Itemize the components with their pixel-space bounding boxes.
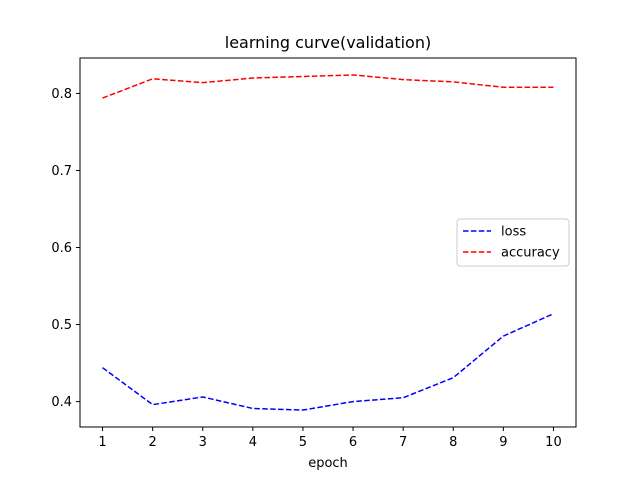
x-tick-label: 1	[98, 435, 106, 450]
chart-title: learning curve(validation)	[225, 33, 431, 52]
x-tick-label: 10	[545, 435, 562, 450]
legend-box	[456, 218, 570, 267]
x-tick-label: 8	[449, 435, 457, 450]
legend: loss accuracy	[456, 218, 570, 267]
axis-ticks: 1 2 3 4 5 6 7 8 9 10 0.4 0.5 0.6 0.7 0.8	[51, 87, 561, 450]
x-tick-label: 5	[299, 435, 307, 450]
x-axis-label: epoch	[308, 456, 348, 471]
series-lines	[102, 74, 554, 411]
x-tick-label: 6	[349, 435, 357, 450]
y-tick-label: 0.5	[51, 318, 72, 333]
y-tick-label: 0.4	[51, 395, 72, 410]
y-tick-label: 0.8	[51, 87, 72, 102]
x-tick-label: 7	[399, 435, 407, 450]
series-line-loss	[102, 313, 554, 411]
x-tick-label: 9	[499, 435, 507, 450]
x-tick-label: 3	[199, 435, 207, 450]
legend-label-loss: loss	[501, 225, 526, 240]
x-tick-label: 4	[249, 435, 257, 450]
series-line-accuracy	[102, 74, 554, 99]
y-tick-label: 0.7	[51, 164, 72, 179]
x-tick-label: 2	[149, 435, 157, 450]
y-tick-label: 0.6	[51, 241, 72, 256]
plot-frame	[79, 57, 577, 428]
legend-label-accuracy: accuracy	[501, 246, 560, 261]
